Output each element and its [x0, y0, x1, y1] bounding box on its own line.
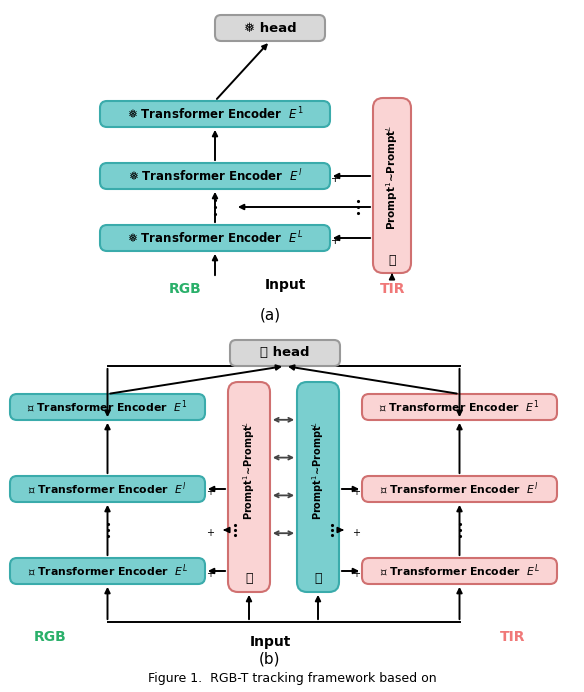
Text: +: + [331, 174, 340, 184]
Text: TIR: TIR [500, 630, 526, 644]
Text: +: + [206, 569, 214, 579]
Text: 🔥: 🔥 [314, 572, 322, 585]
FancyBboxPatch shape [100, 101, 330, 127]
Text: Prompt$^1$∼Prompt$^L$: Prompt$^1$∼Prompt$^L$ [241, 421, 257, 520]
Text: 🔥 Transformer Encoder  $E^1$: 🔥 Transformer Encoder $E^1$ [380, 399, 540, 415]
Text: Prompt$^1$∼Prompt$^L$: Prompt$^1$∼Prompt$^L$ [310, 421, 326, 520]
Text: TIR: TIR [380, 282, 406, 296]
Text: 🔥 Transformer Encoder  $E^L$: 🔥 Transformer Encoder $E^L$ [27, 563, 187, 579]
FancyBboxPatch shape [373, 98, 411, 273]
FancyBboxPatch shape [228, 382, 270, 592]
Text: +: + [352, 487, 360, 497]
Text: 🔥: 🔥 [245, 572, 253, 585]
Text: +: + [331, 236, 340, 246]
Text: ❅ head: ❅ head [244, 21, 296, 35]
Text: Input: Input [249, 635, 291, 649]
Text: 🔥 Transformer Encoder  $E^1$: 🔥 Transformer Encoder $E^1$ [27, 399, 187, 415]
Text: (b): (b) [259, 652, 281, 667]
Text: +: + [206, 528, 214, 538]
Text: Figure 1.  RGB-T tracking framework based on: Figure 1. RGB-T tracking framework based… [148, 672, 436, 685]
Text: 🔥 Transformer Encoder  $E^l$: 🔥 Transformer Encoder $E^l$ [380, 481, 538, 498]
FancyBboxPatch shape [100, 163, 330, 189]
Text: ❅ Transformer Encoder  $E^1$: ❅ Transformer Encoder $E^1$ [127, 106, 303, 122]
Text: RGB: RGB [169, 282, 201, 296]
FancyBboxPatch shape [362, 394, 557, 420]
Text: +: + [352, 569, 360, 579]
Text: 🔥 Transformer Encoder  $E^L$: 🔥 Transformer Encoder $E^L$ [380, 563, 540, 579]
Text: +: + [352, 528, 360, 538]
FancyBboxPatch shape [297, 382, 339, 592]
FancyBboxPatch shape [215, 15, 325, 41]
Text: RGB: RGB [34, 630, 67, 644]
FancyBboxPatch shape [230, 340, 340, 366]
FancyBboxPatch shape [100, 225, 330, 251]
Text: ❅ Transformer Encoder  $E^l$: ❅ Transformer Encoder $E^l$ [128, 168, 302, 184]
FancyBboxPatch shape [10, 558, 205, 584]
Text: 🔥 Transformer Encoder  $E^l$: 🔥 Transformer Encoder $E^l$ [29, 481, 186, 498]
Text: Input: Input [265, 278, 305, 292]
Text: ❅ Transformer Encoder  $E^L$: ❅ Transformer Encoder $E^L$ [127, 230, 303, 246]
Text: +: + [206, 487, 214, 497]
FancyBboxPatch shape [10, 476, 205, 502]
Text: Prompt$^1$∼Prompt$^L$: Prompt$^1$∼Prompt$^L$ [384, 124, 400, 230]
FancyBboxPatch shape [362, 476, 557, 502]
Text: (a): (a) [259, 307, 280, 322]
FancyBboxPatch shape [10, 394, 205, 420]
Text: 🔥: 🔥 [388, 255, 396, 268]
Text: 🔥 head: 🔥 head [260, 347, 310, 360]
FancyBboxPatch shape [362, 558, 557, 584]
